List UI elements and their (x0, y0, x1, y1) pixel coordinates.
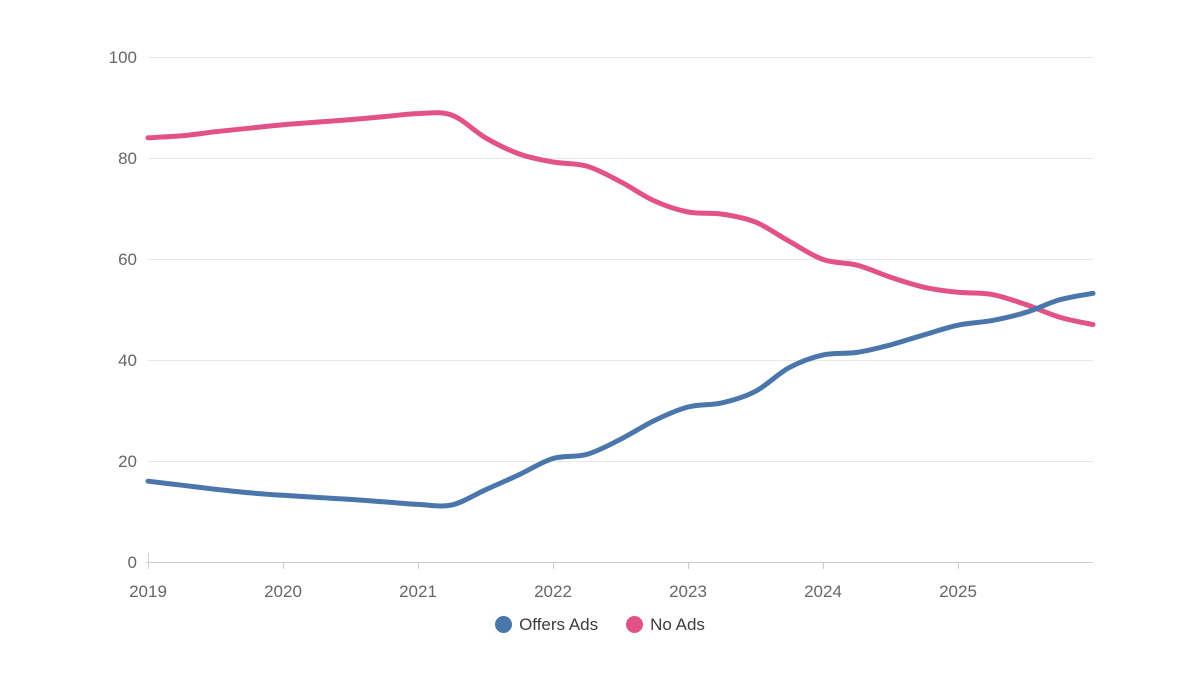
series-line-no-ads[interactable] (145, 110, 1096, 328)
legend-item-offers-ads[interactable]: Offers Ads (495, 616, 598, 633)
x-tick-label: 2020 (264, 582, 302, 601)
y-tick-label: 80 (118, 149, 137, 168)
x-tick-label: 2024 (804, 582, 842, 601)
legend-label-offers-ads: Offers Ads (519, 615, 599, 634)
legend-label-no-ads: No Ads (650, 615, 705, 634)
x-tick-label: 2019 (129, 582, 167, 601)
series-line-offers-ads[interactable] (145, 290, 1096, 509)
x-tick-label: 2021 (399, 582, 437, 601)
y-tick-label: 100 (109, 48, 137, 67)
chart-legend: Offers Ads No Ads (0, 616, 1200, 633)
y-tick-label: 20 (118, 452, 137, 471)
y-tick-label: 40 (118, 351, 137, 370)
legend-dot-offers-ads-icon (495, 616, 513, 633)
x-tick-label: 2022 (534, 582, 572, 601)
y-tick-label: 0 (128, 553, 137, 572)
legend-dot-no-ads-icon (626, 616, 644, 633)
legend-item-no-ads[interactable]: No Ads (626, 616, 705, 633)
x-tick-label: 2025 (939, 582, 977, 601)
y-tick-label: 60 (118, 250, 137, 269)
x-tick-label: 2023 (669, 582, 707, 601)
